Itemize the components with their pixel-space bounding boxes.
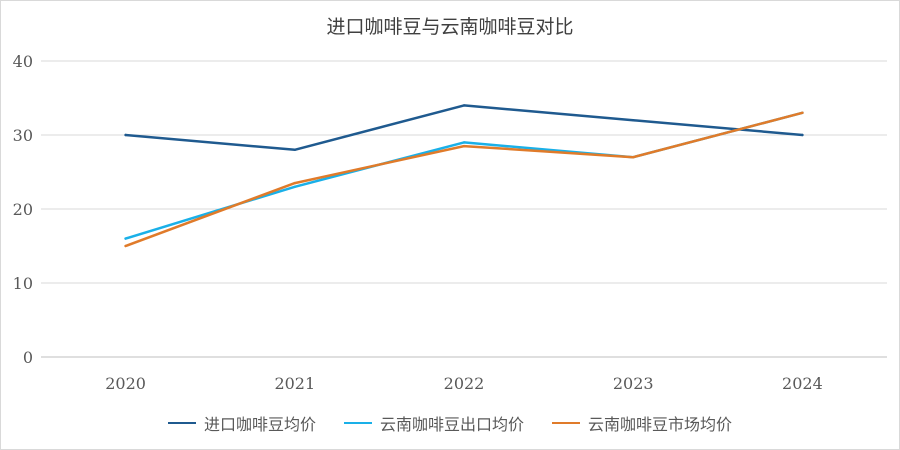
legend-item-3: 云南咖啡豆市场均价 — [552, 411, 732, 435]
series-line-2 — [124, 111, 804, 240]
legend-label: 进口咖啡豆均价 — [203, 415, 316, 434]
x-tick-label: 2022 — [444, 374, 485, 393]
series-3-point — [462, 144, 466, 148]
y-tick-label: 0 — [23, 348, 33, 367]
x-tick-label: 2024 — [782, 374, 823, 393]
legend: 进口咖啡豆均价 云南咖啡豆出口均价 云南咖啡豆市场均价 — [1, 411, 899, 435]
legend-item-1: 进口咖啡豆均价 — [167, 411, 316, 435]
y-tick-label: 10 — [13, 274, 33, 293]
series-3-point — [293, 181, 296, 185]
series-2-point — [293, 185, 296, 188]
legend-item-2: 云南咖啡豆出口均价 — [343, 411, 524, 435]
legend-label: 云南咖啡豆市场均价 — [588, 415, 733, 434]
legend-label: 云南咖啡豆出口均价 — [379, 415, 524, 434]
series-2-point — [124, 237, 127, 240]
series-1-point — [801, 133, 804, 137]
x-tick-label: 2021 — [274, 374, 315, 393]
series-3-point — [124, 244, 127, 248]
series-1-point — [632, 119, 635, 122]
y-tick-label: 30 — [13, 126, 33, 145]
series-1-point — [293, 148, 296, 151]
series-1-point — [124, 133, 127, 137]
y-tick-label: 40 — [13, 52, 33, 71]
series-1-point — [462, 104, 466, 107]
series-3-point — [632, 156, 635, 159]
x-tick-label: 2020 — [105, 374, 146, 393]
legend-swatch — [167, 422, 196, 424]
x-tick-label: 2023 — [613, 374, 654, 393]
series-3-point — [801, 111, 804, 115]
legend-swatch — [343, 422, 372, 424]
legend-swatch — [552, 422, 580, 424]
series-line-3 — [124, 111, 804, 248]
y-tick-label: 20 — [13, 200, 33, 219]
chart-title: 进口咖啡豆与云南咖啡豆对比 — [326, 16, 574, 38]
series-2-point — [462, 141, 466, 144]
